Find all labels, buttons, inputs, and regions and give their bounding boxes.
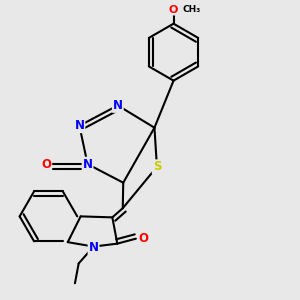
Text: N: N <box>88 241 98 254</box>
Text: O: O <box>41 158 51 171</box>
Text: O: O <box>138 232 148 245</box>
Text: S: S <box>153 160 161 173</box>
Text: N: N <box>113 99 123 112</box>
Text: O: O <box>169 4 178 15</box>
Text: CH₃: CH₃ <box>183 5 201 14</box>
Text: N: N <box>82 158 93 171</box>
Text: N: N <box>74 119 84 132</box>
